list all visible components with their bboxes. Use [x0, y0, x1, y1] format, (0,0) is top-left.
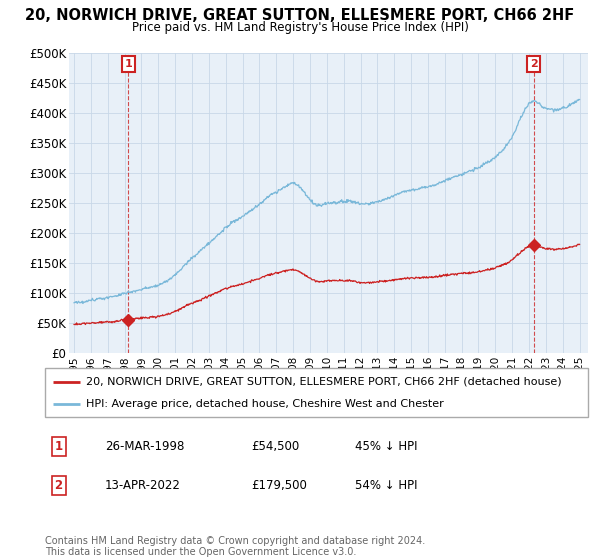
- Text: Contains HM Land Registry data © Crown copyright and database right 2024.
This d: Contains HM Land Registry data © Crown c…: [45, 535, 425, 557]
- Text: 54% ↓ HPI: 54% ↓ HPI: [355, 479, 417, 492]
- Text: 2: 2: [530, 59, 538, 69]
- Text: 20, NORWICH DRIVE, GREAT SUTTON, ELLESMERE PORT, CH66 2HF (detached house): 20, NORWICH DRIVE, GREAT SUTTON, ELLESME…: [86, 377, 562, 387]
- Text: 13-APR-2022: 13-APR-2022: [105, 479, 181, 492]
- Text: 20, NORWICH DRIVE, GREAT SUTTON, ELLESMERE PORT, CH66 2HF: 20, NORWICH DRIVE, GREAT SUTTON, ELLESME…: [25, 8, 575, 24]
- Text: £179,500: £179,500: [251, 479, 307, 492]
- Text: Price paid vs. HM Land Registry's House Price Index (HPI): Price paid vs. HM Land Registry's House …: [131, 21, 469, 34]
- Text: 1: 1: [55, 440, 62, 453]
- Text: 1: 1: [124, 59, 132, 69]
- Text: 26-MAR-1998: 26-MAR-1998: [105, 440, 184, 453]
- FancyBboxPatch shape: [45, 368, 588, 417]
- Text: HPI: Average price, detached house, Cheshire West and Chester: HPI: Average price, detached house, Ches…: [86, 399, 443, 409]
- Text: 45% ↓ HPI: 45% ↓ HPI: [355, 440, 417, 453]
- Text: £54,500: £54,500: [251, 440, 299, 453]
- Text: 2: 2: [55, 479, 62, 492]
